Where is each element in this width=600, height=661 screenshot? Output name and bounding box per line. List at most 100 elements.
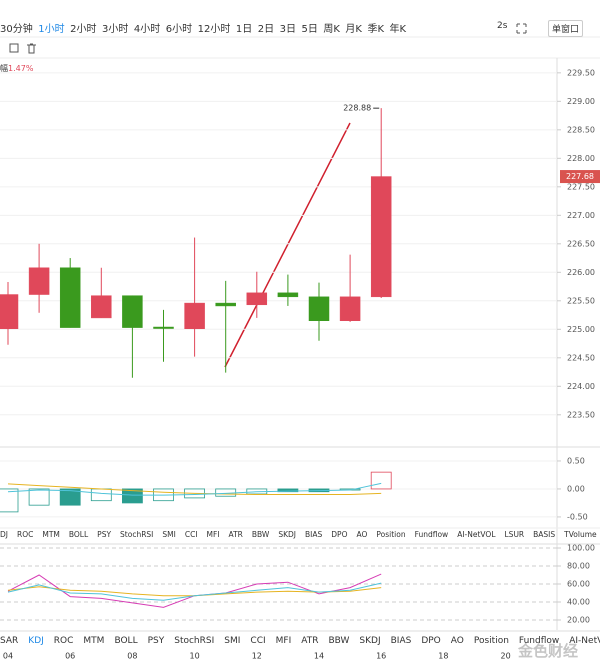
x-tick-label: 12 [252,652,262,661]
trend-line[interactable] [224,122,351,368]
x-tick-label: 10 [190,652,200,661]
interval-tab[interactable]: 2小时 [70,24,97,35]
indicator-tab[interactable]: BOLL [114,636,138,646]
interval-tab[interactable]: 3小时 [101,24,129,35]
last-price-box [560,170,600,184]
window-mode[interactable]: 单窗口 [548,20,584,37]
indicator-tab[interactable]: Fundflow [414,530,449,539]
indicator-tab[interactable]: ROC [53,636,74,646]
y-tick-label: 228.50 [567,125,595,134]
indicator-tab[interactable]: PSY [97,530,112,539]
interval-tab[interactable]: 1日 [235,24,253,35]
indicator-tab[interactable]: SAR [0,636,19,646]
histogram-bar [122,488,143,504]
interval-tab[interactable]: 月K [345,24,362,35]
indicator-tab[interactable]: ATR [228,530,243,539]
indicator-tab[interactable]: DJ [0,530,8,539]
interval-tab[interactable]: 周K [323,24,340,35]
candle-body [370,176,392,298]
amplitude: 幅1.47% [0,63,33,74]
indicator-tab[interactable]: MTM [42,530,60,539]
indicator-tab[interactable]: AI-NetVOL [457,530,496,539]
indicator-tab[interactable]: Fundflow [518,636,560,646]
indicator-tab[interactable]: BIAS [390,636,412,646]
indicator-tab[interactable]: AO [450,636,464,646]
y-tick-label: 0.00 [567,484,585,493]
y-tick-label: 60.00 [567,580,590,589]
interval-tab[interactable]: 3日 [279,24,296,35]
candle-body [277,292,299,298]
indicator-tab[interactable]: TVolume [564,530,597,539]
indicator-line [7,482,382,496]
candle-body [153,326,174,329]
x-tick-label: 04 [3,652,13,661]
delete-icon[interactable] [27,43,36,54]
indicator-tab[interactable]: BBW [251,530,270,539]
y-tick-label: 225.00 [567,325,595,334]
y-tick-label: 40.00 [567,597,590,606]
indicator-tab[interactable]: BASIS [533,530,556,539]
indicator-tab[interactable]: LSUR [504,530,525,539]
interval-tab[interactable]: 年K [389,24,407,35]
y-tick-label: 229.00 [567,97,595,106]
indicator-tab[interactable]: MFI [275,636,292,646]
indicator-tab[interactable]: MFI [206,530,220,539]
indicator-line [7,483,382,496]
interval-tab[interactable]: 30分钟 [0,24,33,35]
interval-tab[interactable]: 12小时 [197,24,231,35]
indicator-tab[interactable]: StochRSI [120,530,154,539]
indicator-tab[interactable]: CCI [250,636,266,646]
interval-tab[interactable]: 6小时 [165,24,193,35]
indicator-tab[interactable]: SMI [162,530,176,539]
indicator-tab[interactable]: PSY [147,636,165,646]
amplitude-value: 1.47% [8,64,34,73]
indicator-tab[interactable]: SKDJ [278,530,297,539]
indicator-tab[interactable]: KDJ [28,636,44,646]
candle-body [246,292,268,306]
indicator-tab[interactable]: SMI [224,636,241,646]
candle-body [0,294,19,329]
y-tick-label: 224.00 [567,382,595,391]
indicator-tab[interactable]: ROC [17,530,34,539]
y-tick-label: 226.50 [567,239,595,248]
indicator-tab[interactable]: CCI [184,530,198,539]
refresh-rate[interactable]: 2s [497,21,508,31]
histogram-bar [59,488,81,506]
candle-body [308,296,330,322]
indicator-tab[interactable]: BOLL [68,530,89,539]
indicator-tab[interactable]: DPO [421,636,441,646]
indicator-tab[interactable]: AO [356,530,368,539]
histogram-bar [370,471,392,490]
x-tick-label: 08 [127,652,137,661]
candle-body [215,302,236,307]
indicator-tabs: DJ ROC MTM BOLL PSY StochRSI SMI CCI MFI ATR BBW SK… [0,530,597,539]
fullscreen-icon[interactable] [516,23,527,34]
toolbar-icons [9,23,527,54]
indicator-tab[interactable]: AI-NetVOL [569,636,600,646]
candle-body [339,296,361,322]
interval-tab[interactable]: 4小时 [133,24,161,35]
indicator-tab[interactable]: StochRSI [174,636,215,646]
interval-tab[interactable]: 5日 [301,24,318,35]
interval-tab[interactable]: 2日 [257,24,275,35]
indicator-tab[interactable]: ATR [301,636,319,646]
histogram-bar [90,488,112,502]
interval-tab[interactable]: 季K [367,24,385,35]
last-price-label: 227.68 [566,172,594,181]
interval-tab[interactable]: 1小时 [38,24,65,35]
draw-icon[interactable] [9,43,19,53]
indicator-tab[interactable]: BIAS [305,530,323,539]
indicator-tab[interactable]: MTM [83,636,105,646]
y-tick-label: 228.00 [567,154,595,163]
indicator-tab[interactable]: Position [376,530,406,539]
y-tick-label: 227.00 [567,211,595,220]
indicator-tab[interactable]: BBW [328,636,350,646]
candle-body [91,295,112,319]
interval-bar: 30分钟 1小时 2小时 3小时 4小时 6小时 12小时 1日 2日 3日 5日 周K 月K 季K 年K [0,20,406,35]
indicator-tab[interactable]: Position [473,636,509,646]
indicator-tab[interactable]: SKDJ [359,636,381,646]
x-tick-label: 16 [376,652,386,661]
indicator-tab[interactable]: DPO [331,530,348,539]
